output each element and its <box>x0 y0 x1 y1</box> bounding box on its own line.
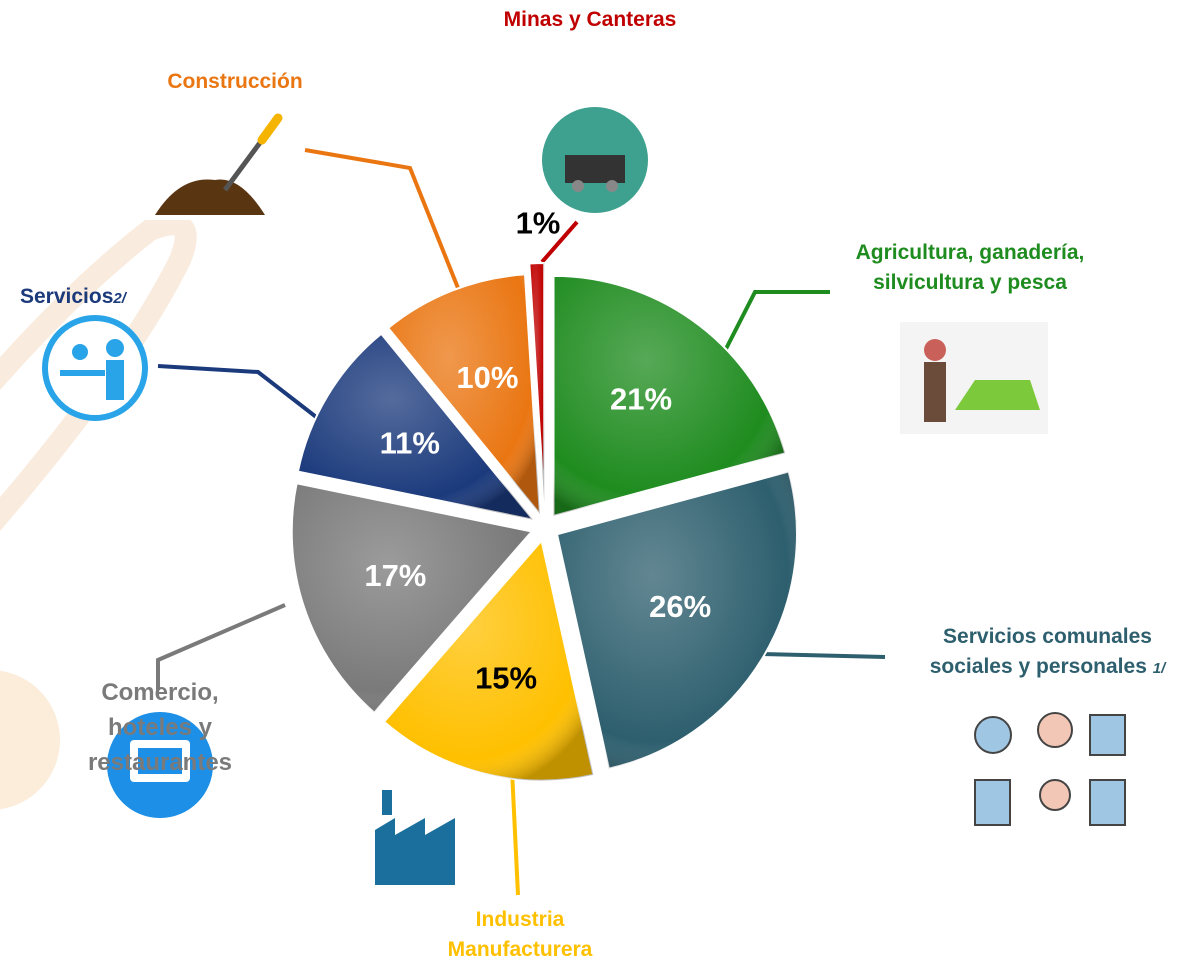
chart: 1% 21% 26% 15% 17% 11% 10% <box>0 0 1195 970</box>
category-label: Minas y Canteras <box>490 5 690 35</box>
value-label: 11% <box>380 425 440 460</box>
category-label: Comercio, hoteles y restaurantes <box>60 675 260 780</box>
category-text: Servicios comunales sociales y personale… <box>930 625 1152 678</box>
footnote: 1/ <box>1153 660 1166 677</box>
value-label: 15% <box>475 660 537 695</box>
category-label: Agricultura, ganadería, silvicultura y p… <box>815 238 1125 298</box>
value-label: 21% <box>610 382 672 417</box>
value-label: 10% <box>456 360 518 395</box>
footnote: 2/ <box>113 290 126 307</box>
category-text: Servicios <box>20 285 113 308</box>
value-label: 17% <box>364 558 426 593</box>
value-label: 1% <box>516 205 561 240</box>
page: 1% 21% 26% 15% 17% 11% 10% Minas y Canteras Ag… <box>0 0 1195 970</box>
category-label: Servicios comunales sociales y personale… <box>900 622 1195 684</box>
category-label: Servicios2/ <box>20 282 160 314</box>
category-label: Industria Manufacturera <box>420 905 620 965</box>
value-label: 26% <box>649 589 711 624</box>
category-label: Construcción <box>130 67 340 97</box>
